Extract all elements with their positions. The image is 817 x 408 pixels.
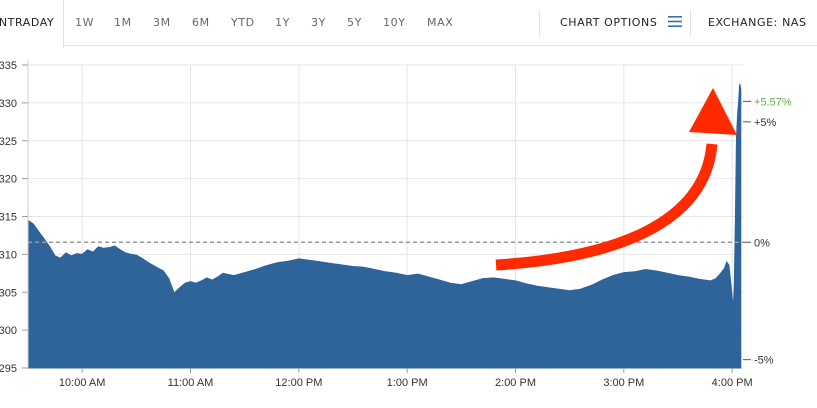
x-tick-label: 2:00 PM	[495, 377, 536, 389]
hamburger-menu-icon	[667, 16, 682, 27]
x-tick-label: 3:00 PM	[603, 377, 644, 389]
x-tick-label: 12:00 PM	[275, 377, 322, 389]
x-tick-label: 10:00 AM	[59, 377, 105, 389]
y-tick-label: 320	[0, 174, 17, 186]
percent-label: +5%	[754, 117, 777, 129]
tab-1m[interactable]: 1M	[114, 16, 132, 29]
x-tick-label: 4:00 PM	[712, 377, 753, 389]
tab-5y[interactable]: 5Y	[347, 16, 362, 29]
toolbar-divider	[539, 10, 540, 36]
tab-3y[interactable]: 3Y	[311, 16, 326, 29]
y-tick-label: 310	[0, 249, 17, 261]
y-tick-label: 315	[0, 212, 17, 224]
percent-label: +5.57%	[754, 96, 792, 108]
tab-6m[interactable]: 6M	[192, 16, 210, 29]
tab-ytd[interactable]: YTD	[231, 16, 255, 29]
arrow-head	[689, 88, 737, 135]
tab-10y[interactable]: 10Y	[383, 16, 406, 29]
y-tick-label: 300	[0, 325, 17, 337]
chart-options-button[interactable]: CHART OPTIONS	[560, 0, 682, 46]
percent-label: -5%	[754, 355, 774, 367]
x-tick-label: 1:00 PM	[387, 377, 428, 389]
y-tick-label: 295	[0, 363, 17, 375]
arrow-shaft	[495, 143, 718, 271]
toolbar-divider	[690, 10, 691, 36]
price-chart: 295 300 305 310 315 320 325 330 335 10:00 AM 11:00…	[0, 60, 792, 389]
exchange-label: EXCHANGE: NAS	[708, 16, 807, 29]
y-tick-label: 305	[0, 287, 17, 299]
y-tick-label: 335	[0, 60, 17, 72]
percent-label: 0%	[754, 237, 770, 249]
x-tick-label: 11:00 AM	[168, 377, 214, 389]
tab-3m[interactable]: 3M	[153, 16, 171, 29]
price-area-layer	[27, 83, 742, 369]
tab-intraday[interactable]: INTRADAY	[0, 0, 64, 48]
chart-options-label: CHART OPTIONS	[560, 16, 658, 29]
price-area	[27, 83, 742, 369]
tab-1y[interactable]: 1Y	[275, 16, 290, 29]
annotation-layer	[495, 88, 737, 271]
chart-axes: 295 300 305 310 315 320 325 330 335 10:00 AM 11:00…	[0, 60, 792, 389]
tab-1w[interactable]: 1W	[75, 16, 95, 29]
y-tick-label: 325	[0, 136, 17, 148]
chart-toolbar: INTRADAY 1W 1M 3M 6M YTD 1Y 3Y 5Y 10Y MA…	[0, 0, 817, 48]
y-tick-label: 330	[0, 98, 17, 110]
tab-max[interactable]: MAX	[427, 16, 454, 29]
